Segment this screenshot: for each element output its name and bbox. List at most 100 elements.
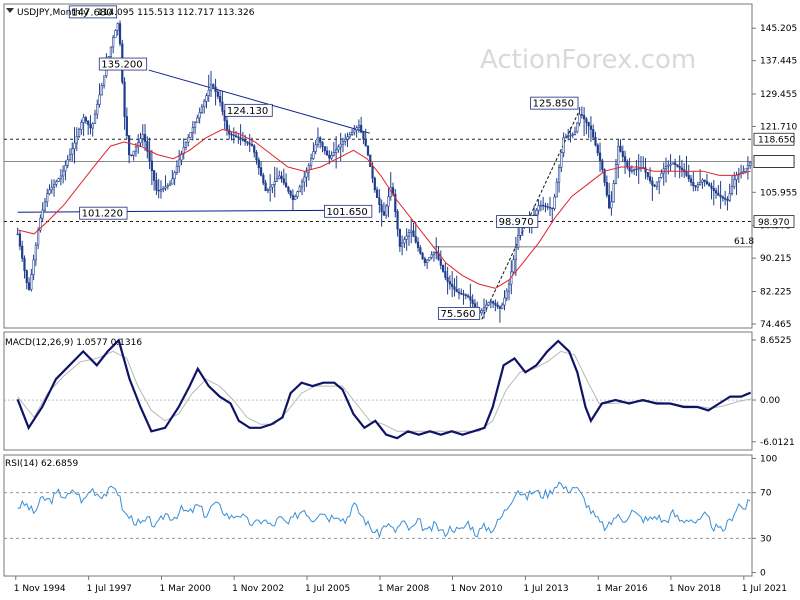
price-annotation-label: 75.560 bbox=[441, 309, 476, 320]
candle-body bbox=[651, 180, 654, 186]
candle-body bbox=[52, 184, 56, 188]
candle-body bbox=[180, 153, 183, 161]
price-annotation-box bbox=[224, 103, 273, 117]
candle-body bbox=[244, 139, 247, 142]
candle-body bbox=[498, 306, 502, 309]
candle-body bbox=[273, 181, 276, 185]
candle-body bbox=[355, 127, 358, 131]
candle-body bbox=[724, 197, 727, 200]
chart-header: USDJPY,Monthly 114.095 115.513 112.717 1… bbox=[6, 8, 255, 18]
candle-body bbox=[193, 122, 197, 128]
macd-panel[interactable]: 8.6525 0.00 -6.0121 bbox=[3, 331, 795, 451]
candle-body bbox=[412, 230, 415, 237]
candle-body bbox=[462, 293, 465, 296]
candle-body bbox=[228, 129, 231, 135]
candle-body bbox=[66, 159, 69, 166]
price-annotation-box bbox=[496, 215, 539, 228]
candle-body bbox=[196, 117, 199, 124]
candle-body bbox=[687, 175, 690, 180]
candle-body bbox=[537, 205, 540, 211]
candle-body bbox=[719, 195, 722, 198]
dropdown-triangle-icon[interactable] bbox=[6, 8, 14, 13]
candle-body bbox=[403, 239, 406, 244]
candle-body bbox=[348, 134, 351, 138]
rsi-axis-tick-label: 30 bbox=[760, 534, 772, 544]
candle-body bbox=[701, 179, 704, 183]
candle-body bbox=[646, 171, 649, 177]
candle-body bbox=[744, 168, 747, 172]
candle-body bbox=[703, 179, 706, 182]
candle-body bbox=[73, 142, 76, 149]
candle-body bbox=[401, 242, 404, 247]
candle-body bbox=[96, 104, 99, 115]
candle-body bbox=[571, 133, 574, 136]
candle-body bbox=[710, 185, 713, 189]
price-annotation-label: 98.970 bbox=[499, 217, 534, 228]
candle-body bbox=[335, 149, 338, 153]
candle-body bbox=[269, 186, 272, 191]
candle-body bbox=[601, 160, 604, 170]
current-price-box bbox=[753, 155, 795, 168]
fib-level-label: 61.8 bbox=[734, 237, 754, 247]
x-tick-label: 1 Jul 1997 bbox=[87, 584, 132, 594]
candle-body bbox=[98, 94, 101, 105]
candle-body bbox=[598, 152, 602, 162]
candle-body bbox=[75, 136, 78, 144]
macd-axis-tick-label: 8.6525 bbox=[760, 336, 792, 346]
candle-body bbox=[569, 134, 572, 137]
candle-body bbox=[191, 127, 194, 133]
price-axis-tick-label: 137.445 bbox=[760, 57, 797, 67]
x-tick-label: 1 Mar 2016 bbox=[596, 584, 648, 594]
candle-body bbox=[21, 245, 24, 259]
candle-body bbox=[221, 101, 224, 112]
candle-body bbox=[153, 170, 156, 181]
candle-body bbox=[357, 124, 360, 128]
candle-body bbox=[337, 146, 340, 151]
candle-body bbox=[59, 175, 62, 180]
x-tick-label: 1 Nov 1994 bbox=[14, 584, 66, 594]
candle-body bbox=[207, 89, 210, 96]
candle-body bbox=[328, 154, 331, 159]
candle-body bbox=[307, 165, 310, 173]
candle-body bbox=[323, 146, 326, 152]
candle-body bbox=[350, 131, 354, 135]
candle-body bbox=[585, 118, 588, 123]
candle-body bbox=[62, 170, 65, 177]
candle-body bbox=[239, 137, 242, 140]
candle-body bbox=[155, 180, 158, 191]
candle-body bbox=[517, 235, 520, 248]
candle-body bbox=[466, 295, 470, 297]
candle-body bbox=[282, 178, 285, 184]
price-panel-frame bbox=[3, 3, 753, 329]
candle-body bbox=[284, 182, 288, 188]
rsi-axis-tick-label: 70 bbox=[760, 489, 772, 499]
candle-body bbox=[630, 170, 633, 172]
candle-body bbox=[187, 137, 190, 143]
candle-body bbox=[435, 251, 438, 254]
price-panel[interactable]: 145.205137.445129.455121.710105.95597.97… bbox=[3, 3, 797, 330]
candle-body bbox=[212, 84, 215, 88]
candle-body bbox=[553, 196, 556, 210]
candle-body bbox=[626, 161, 629, 168]
moving-average-line bbox=[17, 128, 751, 289]
candle-body bbox=[253, 145, 256, 153]
candle-body bbox=[366, 145, 370, 156]
price-annotation-box bbox=[68, 5, 118, 19]
x-tick-label: 1 Nov 2002 bbox=[232, 584, 284, 594]
candle-body bbox=[132, 150, 135, 156]
candle-body bbox=[551, 207, 554, 210]
candle-body bbox=[612, 183, 615, 203]
rsi-panel[interactable]: 100 70 30 0 bbox=[3, 454, 777, 579]
candle-body bbox=[139, 138, 142, 144]
hline-label-box bbox=[753, 215, 795, 228]
rsi-axis-tick-label: 100 bbox=[760, 454, 777, 464]
candle-body bbox=[16, 233, 19, 236]
candle-body bbox=[339, 143, 342, 148]
candle-body bbox=[316, 137, 320, 146]
candle-body bbox=[648, 176, 652, 182]
candle-body bbox=[578, 114, 581, 124]
candle-body bbox=[150, 160, 153, 171]
price-axis-tick-label: 82.225 bbox=[760, 288, 792, 298]
candle-body bbox=[505, 290, 508, 299]
